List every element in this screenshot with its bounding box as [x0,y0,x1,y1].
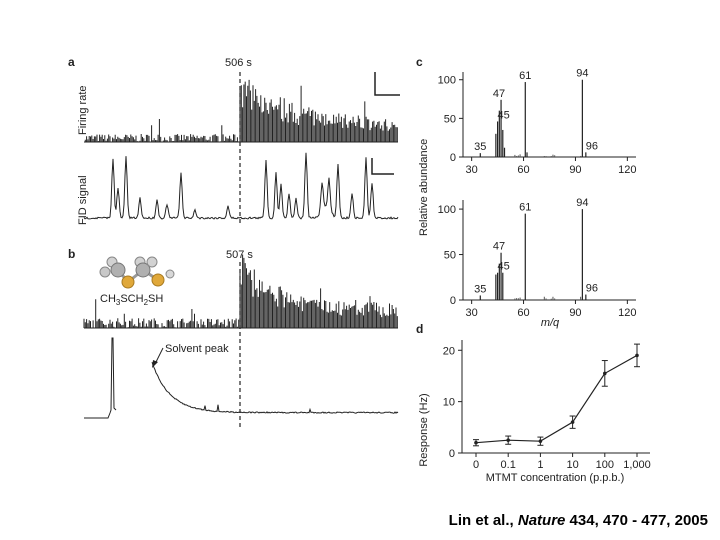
spectrum-peak-label-94: 94 [576,197,588,209]
spectrum-x-tick-label: 90 [569,164,581,176]
panel-b-marker-label: 507 s [226,249,253,261]
molecule-icon [99,256,175,289]
firing-rate-trace-b [83,254,398,329]
response-axis-label: Response (Hz) [418,393,430,466]
spectrum-x-tick-label: 60 [517,307,529,319]
spectrum-y-tick-label: 100 [438,204,456,216]
dose-x-tick-label: 10 [566,459,578,471]
spectrum-y-tick-label: 100 [438,75,456,87]
dose-x-tick-label: 1,000 [623,459,651,471]
dose-y-tick-label: 0 [449,448,455,460]
mq-axis-label: m/q [541,317,560,329]
spectrum-y-tick-label: 50 [444,250,456,262]
dose-x-tick-label: 0.1 [501,459,516,471]
fid-trace-b [84,337,399,419]
dose-x-tick-label: 0 [473,459,479,471]
dose-point [635,353,639,358]
spectrum-peak-label-94: 94 [576,68,588,80]
spectrum-peak-label-61: 61 [519,70,531,82]
fid-signal-label: FID signal [77,175,89,225]
molecule-formula: CH3SCH2SH [100,293,163,307]
spectrum-x-tick-label: 120 [618,307,636,319]
panel-a-label: a [68,55,75,69]
spectrum-peak-label-47: 47 [493,241,505,253]
panel-a-marker-label: 506 s [225,57,252,69]
spectrum-x-tick-label: 60 [517,164,529,176]
citation-authors: Lin et al., [448,512,514,529]
dose-response-line [475,354,638,444]
spectrum-y-tick-label: 0 [450,152,456,164]
panel-d-label: d [416,322,423,336]
solvent-peak-annotation: Solvent peak [165,343,229,355]
dose-point [506,438,511,442]
dose-x-tick-label: 100 [596,459,614,471]
dose-point [570,420,575,424]
spectrum-y-tick-label: 0 [450,295,456,307]
spectrum-x-tick-label: 30 [466,164,478,176]
firing-rate-label: Firing rate [77,85,89,135]
spectrum-peak-label-35: 35 [474,141,486,153]
dose-point [538,439,543,443]
dose-response-chart: 0 10 20 0 0.1 1 10 100 1,000 [443,340,651,471]
spectrum-x-tick-label: 120 [618,164,636,176]
citation: Lin et al., Nature 434, 470 - 477, 2005 [449,512,708,529]
spectrum-peak-label-96: 96 [586,140,598,152]
solvent-peak-arrowhead [152,360,158,368]
concentration-axis-label: MTMT concentration (p.p.b.) [486,472,625,484]
dose-point [603,371,607,376]
firing-scale-bar [374,72,400,96]
spectrum-x-tick-label: 30 [466,307,478,319]
dose-y-tick-label: 10 [443,397,455,409]
citation-journal: Nature [517,512,566,529]
panel-c-label: c [416,55,423,69]
spectrum-peak-label-47: 47 [493,88,505,100]
spectrum-y-tick-label: 50 [444,113,456,125]
firing-rate-trace-a [84,79,398,143]
dose-x-tick-label: 1 [537,459,543,471]
spectrum-peak-label-96: 96 [586,283,598,295]
dose-y-tick-label: 20 [443,345,455,357]
spectrum-x-tick-label: 90 [569,307,581,319]
relative-abundance-label: Relative abundance [418,139,430,236]
spectrum-peak-label-35: 35 [474,283,486,295]
panel-b-label: b [68,247,75,261]
fid-trace-a [83,152,399,220]
spectrum-peak-label-61: 61 [519,202,531,214]
dose-point [474,440,478,445]
citation-reference: 434, 470 - 477, 2005 [569,512,708,529]
fid-scale-bar [371,158,394,175]
